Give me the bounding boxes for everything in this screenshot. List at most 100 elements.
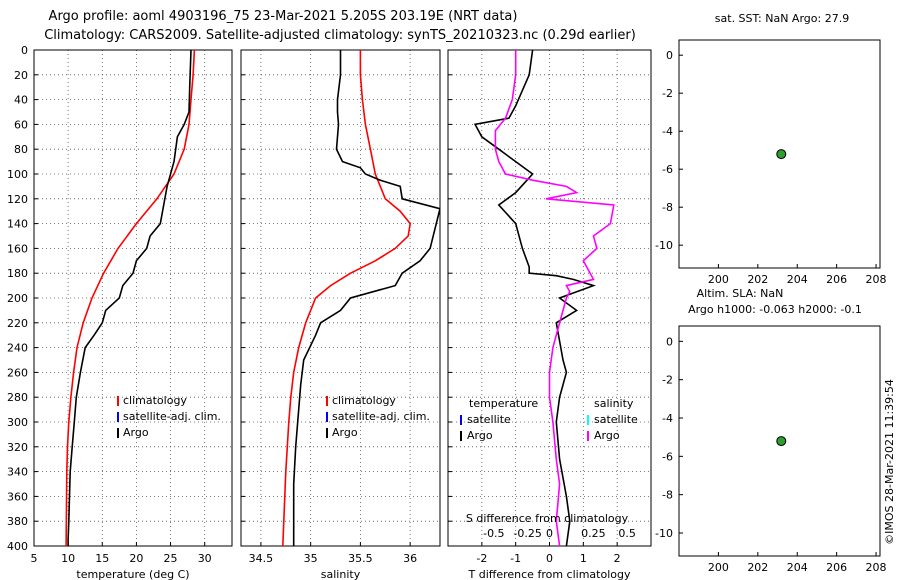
y-tick-label: 260 xyxy=(7,366,28,379)
x-tick-label: 206 xyxy=(826,273,847,286)
x-tick-label: 35 xyxy=(304,552,318,565)
y-tick-label: -10 xyxy=(655,527,673,540)
x-tick-label: 34.5 xyxy=(249,552,274,565)
sst-map-panel: 200 202 204 206 208 0 -2 -4 -6 -8 -10 xyxy=(655,39,887,286)
y-tick-label: -4 xyxy=(662,125,673,138)
plot-frame xyxy=(447,49,652,547)
legend-label: satellite xyxy=(467,413,511,426)
y-tick-label: -10 xyxy=(655,239,673,252)
y-tick-label: 220 xyxy=(7,317,28,330)
y-tick-label: 0 xyxy=(21,44,28,57)
secondary-tick-label: -0.25 xyxy=(513,527,541,540)
series-line-t-argo xyxy=(473,50,597,546)
x-tick-label: 30 xyxy=(198,552,212,565)
difference-panel: -2 -1 0 1 2 T difference from climatology temp… xyxy=(447,49,652,580)
title-line-1: Argo profile: aoml 4903196_75 23-Mar-202… xyxy=(49,9,518,24)
series-line-climatology xyxy=(282,50,412,546)
legend-label: Argo xyxy=(467,429,493,442)
y-tick-label: -8 xyxy=(662,489,673,502)
x-axis-label: salinity xyxy=(321,568,361,580)
y-tick-label: 200 xyxy=(7,292,28,305)
x-tick-label: 10 xyxy=(61,552,75,565)
title-line-2: Climatology: CARS2009. Satellite-adjuste… xyxy=(44,28,636,43)
legend-label: climatology xyxy=(123,394,187,407)
series-line-argo xyxy=(67,50,192,546)
x-tick-label: 25 xyxy=(164,552,178,565)
x-tick-label: 206 xyxy=(826,561,847,574)
y-tick-label: 340 xyxy=(7,466,28,479)
x-tick-label: 208 xyxy=(866,273,887,286)
series-line-s-argo xyxy=(494,50,615,546)
y-tick-label: -2 xyxy=(662,87,673,100)
y-tick-label: -2 xyxy=(662,374,673,387)
y-tick-label: -6 xyxy=(662,450,673,463)
y-tick-label: 60 xyxy=(14,118,28,131)
x-tick-label: -1 xyxy=(510,552,521,565)
secondary-tick-label: 0.5 xyxy=(618,527,636,540)
secondary-tick-label: 0.25 xyxy=(581,527,606,540)
x-tick-label: 208 xyxy=(866,561,887,574)
y-tick-label: 360 xyxy=(7,490,28,503)
x-tick-label: 36 xyxy=(403,552,417,565)
y-tick-label: 400 xyxy=(7,540,28,553)
timestamp-watermark: ©IMOS 28-Mar-2021 11:39:54 xyxy=(883,379,896,545)
x-tick-label: 204 xyxy=(787,561,808,574)
x-tick-label: 2 xyxy=(614,552,621,565)
y-tick-label: 20 xyxy=(14,69,28,82)
y-tick-label: 300 xyxy=(7,416,28,429)
x-tick-label: 204 xyxy=(787,273,808,286)
secondary-axis-label: S difference from climatology xyxy=(466,512,629,525)
y-tick-label: -8 xyxy=(662,201,673,214)
x-tick-label: 200 xyxy=(708,273,729,286)
y-tick-label: 280 xyxy=(7,391,28,404)
sla-title-1: Altim. SLA: NaN xyxy=(697,287,784,300)
salinity-panel: 34.5 35 35.5 36 salinity climatology satellite… xyxy=(240,49,441,580)
argo-location-marker xyxy=(776,149,787,160)
x-tick-label: 200 xyxy=(708,561,729,574)
x-tick-label: 202 xyxy=(747,273,768,286)
map-frame xyxy=(678,39,881,269)
series-line-climatology xyxy=(65,50,196,546)
y-tick-label: 40 xyxy=(14,94,28,107)
legend-label: satellite-adj. clim. xyxy=(123,410,221,423)
legend-heading-temperature: temperature xyxy=(469,397,538,410)
series-line-argo xyxy=(292,50,440,546)
x-tick-label: 20 xyxy=(129,552,143,565)
y-tick-label: 160 xyxy=(7,242,28,255)
plot-frame xyxy=(33,49,233,547)
legend-label: climatology xyxy=(332,394,396,407)
temperature-panel: 5 10 15 20 25 3002040608010012014016018020022… xyxy=(7,44,233,580)
y-tick-label: 100 xyxy=(7,168,28,181)
y-tick-label: 0 xyxy=(666,335,673,348)
x-tick-label: -2 xyxy=(476,552,487,565)
x-tick-label: 0 xyxy=(546,552,553,565)
secondary-tick-label: -0.5 xyxy=(483,527,504,540)
y-tick-label: 180 xyxy=(7,267,28,280)
x-axis-label: temperature (deg C) xyxy=(76,568,189,580)
sst-title: sat. SST: NaN Argo: 27.9 xyxy=(715,12,849,25)
sla-title-2: Argo h1000: -0.063 h2000: -0.1 xyxy=(688,303,862,316)
x-tick-label: 15 xyxy=(95,552,109,565)
x-tick-label: 1 xyxy=(580,552,587,565)
legend-heading-salinity: salinity xyxy=(594,397,634,410)
y-tick-label: 0 xyxy=(666,49,673,62)
x-tick-label: 35.5 xyxy=(348,552,373,565)
argo-location-marker xyxy=(776,436,787,447)
y-tick-label: 320 xyxy=(7,441,28,454)
legend-label: Argo xyxy=(123,426,149,439)
x-axis-label: T difference from climatology xyxy=(468,568,631,580)
legend-label: satellite-adj. clim. xyxy=(332,410,430,423)
sla-map-panel: 200 202 204 206 208 0 -2 -4 -6 -8 -10 xyxy=(655,325,887,574)
y-tick-label: 140 xyxy=(7,218,28,231)
y-tick-label: 120 xyxy=(7,193,28,206)
x-tick-label: 5 xyxy=(31,552,38,565)
x-tick-label: 202 xyxy=(747,561,768,574)
y-tick-label: 240 xyxy=(7,342,28,355)
y-tick-label: 80 xyxy=(14,143,28,156)
map-frame xyxy=(678,325,881,557)
legend-label: satellite xyxy=(594,413,638,426)
legend-label: Argo xyxy=(332,426,358,439)
y-tick-label: 380 xyxy=(7,515,28,528)
y-tick-label: -4 xyxy=(662,412,673,425)
